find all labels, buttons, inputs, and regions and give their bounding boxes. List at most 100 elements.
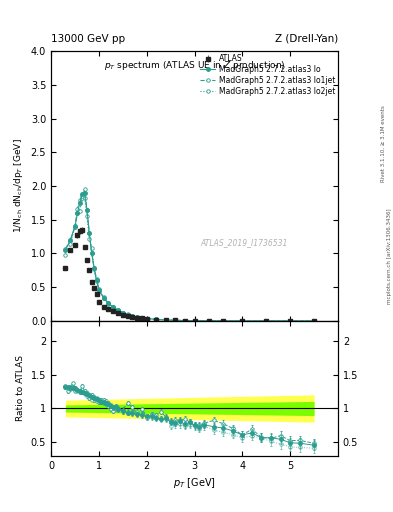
Line: MadGraph5 2.7.2.atlas3 lo1jet: MadGraph5 2.7.2.atlas3 lo1jet	[64, 187, 316, 323]
MadGraph5 2.7.2.atlas3 lo2jet	[207, 317, 211, 324]
MadGraph5 2.7.2.atlas3 lo	[73, 223, 77, 229]
X-axis label: $p_T$ [GeV]: $p_T$ [GeV]	[173, 476, 216, 490]
MadGraph5 2.7.2.atlas3 lo2jet	[221, 318, 226, 324]
MadGraph5 2.7.2.atlas3 lo	[92, 265, 97, 271]
Y-axis label: Ratio to ATLAS: Ratio to ATLAS	[16, 355, 25, 421]
MadGraph5 2.7.2.atlas3 lo	[111, 304, 116, 310]
MadGraph5 2.7.2.atlas3 lo2jet	[183, 317, 187, 324]
Text: $p_T$ spectrum (ATLAS UE in $Z$ production): $p_T$ spectrum (ATLAS UE in $Z$ producti…	[104, 59, 285, 72]
MadGraph5 2.7.2.atlas3 lo1jet	[207, 317, 211, 324]
MadGraph5 2.7.2.atlas3 lo1jet	[221, 318, 226, 324]
MadGraph5 2.7.2.atlas3 lo2jet	[68, 241, 73, 247]
MadGraph5 2.7.2.atlas3 lo1jet	[312, 318, 316, 324]
MadGraph5 2.7.2.atlas3 lo	[77, 200, 82, 206]
MadGraph5 2.7.2.atlas3 lo	[207, 317, 211, 324]
MadGraph5 2.7.2.atlas3 lo	[89, 250, 94, 257]
MadGraph5 2.7.2.atlas3 lo	[116, 307, 120, 313]
MadGraph5 2.7.2.atlas3 lo1jet	[163, 317, 168, 323]
MadGraph5 2.7.2.atlas3 lo2jet	[163, 317, 168, 323]
Text: ATLAS_2019_I1736531: ATLAS_2019_I1736531	[200, 239, 288, 247]
MadGraph5 2.7.2.atlas3 lo2jet	[82, 195, 87, 201]
MadGraph5 2.7.2.atlas3 lo2jet	[264, 318, 269, 324]
MadGraph5 2.7.2.atlas3 lo	[154, 316, 159, 323]
MadGraph5 2.7.2.atlas3 lo1jet	[84, 207, 89, 213]
Line: MadGraph5 2.7.2.atlas3 lo2jet: MadGraph5 2.7.2.atlas3 lo2jet	[64, 194, 316, 323]
MadGraph5 2.7.2.atlas3 lo2jet	[80, 193, 84, 199]
MadGraph5 2.7.2.atlas3 lo	[68, 237, 73, 243]
MadGraph5 2.7.2.atlas3 lo	[125, 311, 130, 317]
MadGraph5 2.7.2.atlas3 lo	[63, 247, 68, 253]
MadGraph5 2.7.2.atlas3 lo1jet	[140, 315, 144, 321]
MadGraph5 2.7.2.atlas3 lo2jet	[240, 318, 245, 324]
MadGraph5 2.7.2.atlas3 lo2jet	[116, 308, 120, 314]
MadGraph5 2.7.2.atlas3 lo1jet	[80, 195, 84, 201]
MadGraph5 2.7.2.atlas3 lo2jet	[154, 316, 159, 323]
MadGraph5 2.7.2.atlas3 lo1jet	[63, 245, 68, 251]
MadGraph5 2.7.2.atlas3 lo	[140, 315, 144, 321]
MadGraph5 2.7.2.atlas3 lo2jet	[111, 305, 116, 311]
MadGraph5 2.7.2.atlas3 lo1jet	[144, 315, 149, 322]
MadGraph5 2.7.2.atlas3 lo	[87, 230, 92, 237]
MadGraph5 2.7.2.atlas3 lo1jet	[111, 304, 116, 310]
Line: MadGraph5 2.7.2.atlas3 lo: MadGraph5 2.7.2.atlas3 lo	[64, 191, 316, 323]
MadGraph5 2.7.2.atlas3 lo1jet	[94, 275, 99, 282]
Legend: ATLAS, MadGraph5 2.7.2.atlas3 lo, MadGraph5 2.7.2.atlas3 lo1jet, MadGraph5 2.7.2: ATLAS, MadGraph5 2.7.2.atlas3 lo, MadGra…	[200, 53, 336, 97]
MadGraph5 2.7.2.atlas3 lo	[288, 318, 292, 324]
MadGraph5 2.7.2.atlas3 lo2jet	[288, 318, 292, 324]
MadGraph5 2.7.2.atlas3 lo2jet	[192, 317, 197, 324]
MadGraph5 2.7.2.atlas3 lo1jet	[116, 307, 120, 313]
MadGraph5 2.7.2.atlas3 lo1jet	[77, 197, 82, 203]
MadGraph5 2.7.2.atlas3 lo1jet	[89, 249, 94, 255]
MadGraph5 2.7.2.atlas3 lo1jet	[87, 230, 92, 237]
MadGraph5 2.7.2.atlas3 lo1jet	[73, 224, 77, 230]
MadGraph5 2.7.2.atlas3 lo2jet	[135, 314, 140, 320]
MadGraph5 2.7.2.atlas3 lo2jet	[125, 312, 130, 318]
MadGraph5 2.7.2.atlas3 lo1jet	[154, 316, 159, 323]
MadGraph5 2.7.2.atlas3 lo	[94, 278, 99, 284]
MadGraph5 2.7.2.atlas3 lo2jet	[87, 236, 92, 242]
Text: 13000 GeV pp: 13000 GeV pp	[51, 33, 125, 44]
MadGraph5 2.7.2.atlas3 lo2jet	[101, 294, 106, 301]
MadGraph5 2.7.2.atlas3 lo	[240, 318, 245, 324]
MadGraph5 2.7.2.atlas3 lo1jet	[264, 318, 269, 324]
MadGraph5 2.7.2.atlas3 lo1jet	[240, 318, 245, 324]
MadGraph5 2.7.2.atlas3 lo	[183, 317, 187, 324]
MadGraph5 2.7.2.atlas3 lo1jet	[92, 265, 97, 271]
MadGraph5 2.7.2.atlas3 lo2jet	[120, 310, 125, 316]
MadGraph5 2.7.2.atlas3 lo1jet	[125, 311, 130, 317]
MadGraph5 2.7.2.atlas3 lo1jet	[101, 295, 106, 301]
MadGraph5 2.7.2.atlas3 lo	[97, 287, 101, 293]
MadGraph5 2.7.2.atlas3 lo	[192, 317, 197, 324]
MadGraph5 2.7.2.atlas3 lo1jet	[288, 318, 292, 324]
MadGraph5 2.7.2.atlas3 lo	[312, 318, 316, 324]
MadGraph5 2.7.2.atlas3 lo1jet	[120, 310, 125, 316]
MadGraph5 2.7.2.atlas3 lo1jet	[82, 186, 87, 192]
MadGraph5 2.7.2.atlas3 lo	[221, 318, 226, 324]
MadGraph5 2.7.2.atlas3 lo2jet	[84, 213, 89, 219]
Y-axis label: 1/N$_{\rm ch}$ dN$_{\rm ch}$/dp$_T$ [GeV]: 1/N$_{\rm ch}$ dN$_{\rm ch}$/dp$_T$ [GeV…	[12, 139, 25, 233]
MadGraph5 2.7.2.atlas3 lo2jet	[75, 210, 80, 217]
MadGraph5 2.7.2.atlas3 lo2jet	[173, 317, 178, 324]
Text: Rivet 3.1.10, ≥ 3.1M events: Rivet 3.1.10, ≥ 3.1M events	[381, 105, 386, 182]
MadGraph5 2.7.2.atlas3 lo2jet	[89, 245, 94, 251]
MadGraph5 2.7.2.atlas3 lo	[130, 313, 135, 319]
MadGraph5 2.7.2.atlas3 lo2jet	[140, 315, 144, 321]
MadGraph5 2.7.2.atlas3 lo	[120, 310, 125, 316]
MadGraph5 2.7.2.atlas3 lo2jet	[144, 315, 149, 322]
MadGraph5 2.7.2.atlas3 lo2jet	[312, 318, 316, 324]
Text: Z (Drell-Yan): Z (Drell-Yan)	[275, 33, 338, 44]
Text: mcplots.cern.ch [arXiv:1306.3436]: mcplots.cern.ch [arXiv:1306.3436]	[387, 208, 391, 304]
MadGraph5 2.7.2.atlas3 lo	[144, 315, 149, 322]
MadGraph5 2.7.2.atlas3 lo	[264, 318, 269, 324]
MadGraph5 2.7.2.atlas3 lo1jet	[130, 313, 135, 319]
MadGraph5 2.7.2.atlas3 lo1jet	[192, 317, 197, 324]
MadGraph5 2.7.2.atlas3 lo2jet	[97, 288, 101, 294]
MadGraph5 2.7.2.atlas3 lo1jet	[75, 206, 80, 212]
MadGraph5 2.7.2.atlas3 lo	[106, 300, 111, 306]
MadGraph5 2.7.2.atlas3 lo	[75, 210, 80, 216]
MadGraph5 2.7.2.atlas3 lo2jet	[94, 278, 99, 284]
MadGraph5 2.7.2.atlas3 lo1jet	[173, 317, 178, 324]
MadGraph5 2.7.2.atlas3 lo	[173, 317, 178, 324]
MadGraph5 2.7.2.atlas3 lo1jet	[106, 300, 111, 306]
MadGraph5 2.7.2.atlas3 lo2jet	[92, 266, 97, 272]
